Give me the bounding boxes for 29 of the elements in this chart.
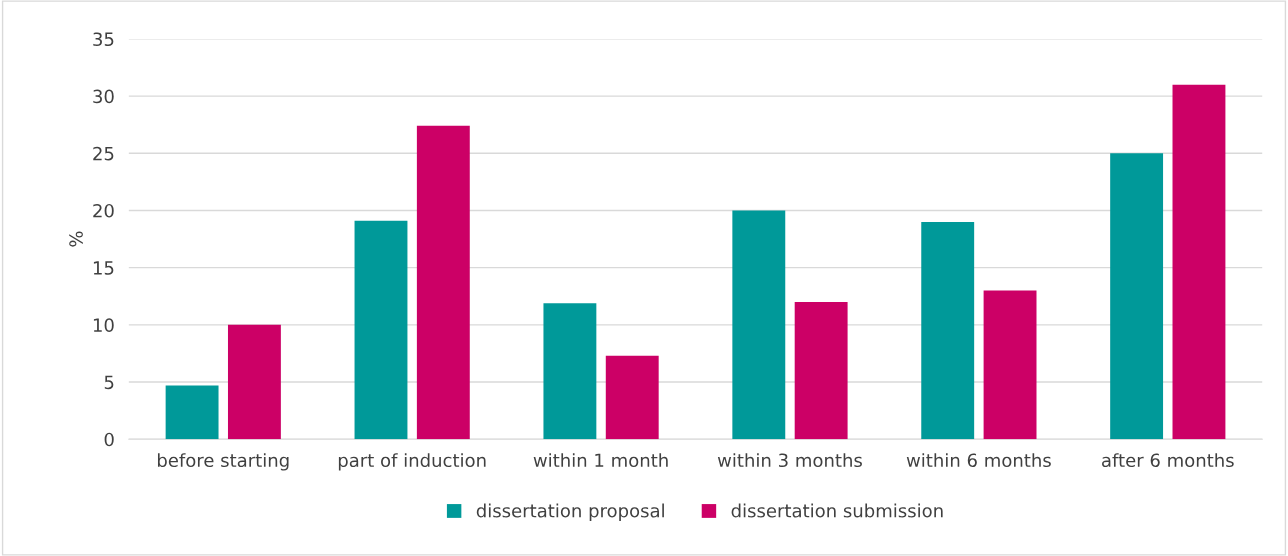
bar: [732, 210, 786, 440]
bar: [921, 221, 975, 440]
bar: [1110, 153, 1164, 440]
x-tick-label: within 6 months: [906, 453, 1051, 468]
x-tick-label: part of induction: [338, 453, 486, 471]
x-tick-label: before starting: [157, 453, 289, 471]
y-tick-label: 10: [93, 318, 114, 332]
bar: [605, 355, 659, 440]
y-tick-label: 20: [93, 203, 114, 218]
bar: [543, 303, 597, 440]
x-tick-label: after 6 months: [1102, 453, 1234, 468]
legend-label: dissertation submission: [731, 503, 943, 518]
bar: [416, 125, 470, 440]
y-tick-label: 5: [104, 375, 114, 390]
x-tick-label: within 1 month: [533, 453, 668, 468]
bar: [1172, 84, 1226, 440]
bar: [227, 324, 281, 440]
x-tick-label: within 3 months: [717, 453, 862, 468]
y-tick-label: 35: [93, 32, 114, 47]
legend-label: dissertation proposal: [476, 503, 664, 521]
bar: [794, 301, 848, 440]
y-axis-title: %: [69, 231, 83, 247]
y-tick-label: 0: [104, 432, 114, 447]
y-tick-label: 25: [93, 146, 114, 161]
y-tick-label: 30: [93, 89, 114, 104]
bar: [165, 385, 219, 440]
bar: [354, 220, 408, 440]
bar: [983, 290, 1037, 440]
y-tick-label: 15: [93, 261, 114, 275]
